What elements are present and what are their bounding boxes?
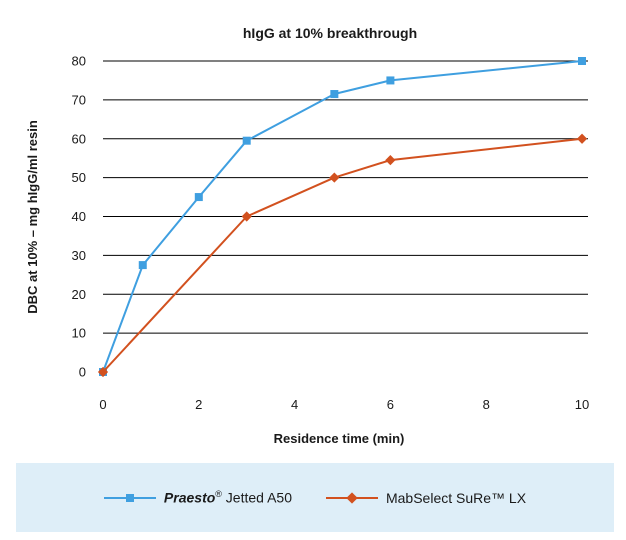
y-axis-ticks: 0 10 20 30 40 50 60 70 80	[72, 54, 86, 380]
series-2-point-3	[385, 155, 396, 166]
series-1-point-4	[330, 90, 339, 99]
series-1-point-2	[194, 193, 203, 202]
x-tick-label-8: 8	[483, 397, 490, 412]
legend-item-series-2: MabSelect SuRe™ LX	[325, 489, 527, 506]
series-1-point-1	[138, 261, 147, 270]
line-chart: hIgG at 10% breakthrough 010203040506070…	[25, 25, 589, 446]
y-tick-label-30: 30	[72, 248, 86, 263]
x-tick-label-6: 6	[387, 397, 394, 412]
series-1-point-6	[578, 57, 586, 65]
legend-label-series-2: MabSelect SuRe™ LX	[385, 489, 527, 506]
y-tick-label-80: 80	[72, 54, 86, 69]
legend-item-series-1: Praesto® Jetted A50	[103, 489, 292, 506]
chart-area: hIgG at 10% breakthrough 0 10 20 30 40 50 60 70…	[25, 25, 589, 446]
legend-registered-mark: ®	[215, 489, 222, 500]
series-2-point-4	[576, 133, 588, 144]
y-tick-label-50: 50	[72, 170, 86, 185]
x-tick-label-0: 0	[99, 397, 106, 412]
y-tick-label-70: 70	[72, 92, 86, 107]
legend: Praesto® Jetted A50 MabSelect SuRe™ LX	[16, 463, 614, 532]
chart-title: hIgG at 10% breakthrough	[243, 25, 417, 41]
legend-rest: Jetted A50	[221, 489, 292, 506]
y-tick-label-60: 60	[72, 131, 86, 146]
series-1-point-5	[386, 76, 395, 85]
x-axis-label: Residence time (min)	[274, 431, 405, 446]
x-tick-label-4: 4	[291, 397, 298, 412]
y-tick-label-40: 40	[72, 209, 86, 224]
legend-swatch-series-2	[325, 491, 378, 505]
x-tick-label-10: 10	[575, 397, 589, 412]
series-1-point-3	[242, 136, 251, 145]
y-tick-label-20: 20	[72, 287, 86, 302]
series-2-point-2	[329, 172, 340, 183]
legend-label-series-1: Praesto® Jetted A50	[164, 489, 292, 506]
y-axis-label: DBC at 10% – mg hIgG/ml resin	[25, 120, 40, 314]
y-tick-label-10: 10	[72, 326, 86, 341]
x-tick-label-2: 2	[195, 397, 202, 412]
legend-brand: Praesto	[163, 489, 216, 506]
series-lines	[97, 57, 588, 378]
legend-swatch-series-1	[103, 491, 156, 505]
x-axis-ticks: 0 2 4 6 8 10	[99, 397, 589, 412]
y-tick-label-0: 0	[79, 365, 86, 380]
